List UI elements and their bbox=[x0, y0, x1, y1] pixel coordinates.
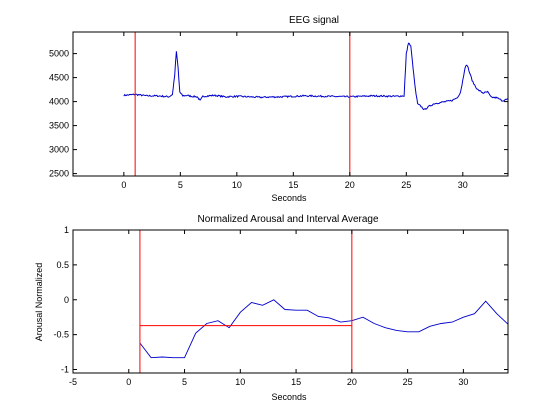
y-tick-label: -1 bbox=[61, 365, 69, 375]
y-tick-label: 0 bbox=[64, 295, 69, 305]
y-tick-label: 2500 bbox=[49, 169, 69, 179]
arousal-chart: Normalized Arousal and Interval Average … bbox=[34, 214, 509, 402]
x-tick-label: 15 bbox=[291, 377, 301, 387]
x-tick-label: 5 bbox=[182, 377, 187, 387]
x-tick-label: 20 bbox=[347, 377, 357, 387]
x-tick-label: 5 bbox=[178, 180, 183, 190]
x-tick-label: 20 bbox=[345, 180, 355, 190]
y-tick-label: 3500 bbox=[49, 121, 69, 131]
y-tick-label: 4000 bbox=[49, 97, 69, 107]
eeg-signal-chart: EEG signal 0 5 10 15 20 25 30 2500 3000 3500 4000… bbox=[49, 15, 509, 203]
arousal-chart-title: Normalized Arousal and Interval Average bbox=[197, 214, 378, 225]
x-tick-label: 15 bbox=[288, 180, 298, 190]
y-tick-label: 3000 bbox=[49, 145, 69, 155]
arousal-x-axis-label: Seconds bbox=[271, 392, 307, 402]
arousal-y-ticks: -1 -0.5 0 0.5 1 bbox=[53, 225, 508, 375]
eeg-plot-area bbox=[72, 31, 509, 177]
x-tick-label: 30 bbox=[458, 180, 468, 190]
y-tick-label: 4500 bbox=[49, 73, 69, 83]
eeg-x-ticks: 0 5 10 15 20 25 30 bbox=[121, 32, 468, 190]
series-line-0-0 bbox=[123, 42, 508, 111]
y-tick-label: 1 bbox=[64, 225, 69, 235]
x-tick-label: 0 bbox=[121, 180, 126, 190]
arousal-plot-area bbox=[72, 229, 509, 374]
x-tick-label: 10 bbox=[235, 377, 245, 387]
axes-frame-1 bbox=[72, 229, 509, 374]
eeg-x-axis-label: Seconds bbox=[271, 193, 307, 203]
x-tick-label: 25 bbox=[401, 180, 411, 190]
y-tick-label: -0.5 bbox=[53, 330, 69, 340]
axes-frame-0 bbox=[72, 31, 509, 177]
x-tick-label: 25 bbox=[403, 377, 413, 387]
y-tick-label: 0.5 bbox=[56, 260, 69, 270]
x-tick-label: 30 bbox=[458, 377, 468, 387]
y-tick-label: 5000 bbox=[49, 49, 69, 59]
eeg-y-ticks: 2500 3000 3500 4000 4500 5000 bbox=[49, 49, 508, 179]
x-tick-label: 10 bbox=[232, 180, 242, 190]
x-tick-label: 0 bbox=[126, 377, 131, 387]
arousal-y-axis-label: Arousal Normalized bbox=[34, 263, 44, 342]
arousal-x-ticks: -5 0 5 10 15 20 25 30 bbox=[69, 230, 468, 387]
series-line-1-0 bbox=[139, 299, 508, 359]
eeg-chart-title: EEG signal bbox=[289, 15, 339, 26]
x-tick-label: -5 bbox=[69, 377, 77, 387]
